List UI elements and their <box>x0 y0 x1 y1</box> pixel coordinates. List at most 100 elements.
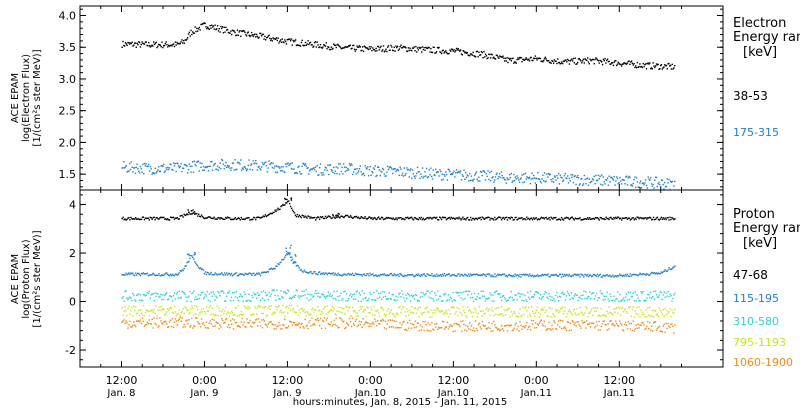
proton-series-4-point <box>237 325 240 327</box>
proton-series-1-point <box>495 276 497 278</box>
electron-series-0-point <box>661 68 664 70</box>
proton-series-3-point <box>643 313 645 316</box>
proton-series-4-point <box>368 325 370 328</box>
proton-series-0-point <box>588 218 590 220</box>
proton-series-4-point <box>206 327 209 329</box>
electron-series-1-point <box>542 180 545 182</box>
proton-series-3-point <box>467 306 469 308</box>
proton-series-3-point <box>208 306 210 309</box>
electron-series-0-point <box>160 46 162 48</box>
proton-series-3-point <box>411 312 414 314</box>
proton-series-0-point <box>277 207 279 209</box>
electron-series-1-point <box>651 185 654 187</box>
proton-series-0-point <box>514 216 516 219</box>
proton-series-4-point <box>527 328 529 331</box>
proton-series-2-point <box>226 295 228 297</box>
electron-series-1-point <box>457 171 459 173</box>
electron-series-1-point <box>524 172 527 175</box>
proton-series-3-point <box>442 313 445 316</box>
proton-series-4-point <box>148 319 150 321</box>
proton-series-0-point <box>507 217 510 219</box>
proton-series-0-point <box>162 216 164 219</box>
electron-series-1-point <box>322 171 324 174</box>
proton-series-3-point <box>148 315 150 317</box>
proton-series-1-point <box>264 271 267 274</box>
proton-series-0-point <box>608 218 610 221</box>
electron-series-0-point <box>367 48 370 51</box>
proton-series-1-spike-point <box>188 254 191 257</box>
proton-series-4-point <box>550 329 552 331</box>
proton-series-3-point <box>350 315 353 317</box>
electron-series-0-point <box>315 46 318 48</box>
electron-series-0-point <box>669 64 672 67</box>
electron-series-0-point <box>518 56 521 59</box>
proton-series-4-point <box>371 323 373 325</box>
proton-series-4-point <box>538 322 541 324</box>
electron-series-0-point <box>368 46 371 48</box>
proton-series-4-point <box>295 323 298 326</box>
proton-series-3-point <box>668 311 670 313</box>
electron-series-1-point <box>291 162 293 164</box>
electron-series-0-point <box>411 47 414 49</box>
proton-series-0-point <box>481 216 483 218</box>
electron-series-1-point <box>560 176 562 178</box>
proton-series-0-point <box>432 217 434 219</box>
proton-series-2-point <box>201 291 204 293</box>
proton-series-1-point <box>168 274 171 277</box>
proton-series-2-point <box>629 291 632 294</box>
proton-series-3-point <box>406 308 408 310</box>
proton-series-0-point <box>569 217 572 220</box>
proton-series-3-point <box>172 312 175 314</box>
electron-series-0-point <box>457 47 459 50</box>
proton-series-2-point <box>489 292 491 294</box>
proton-series-4-point <box>299 326 301 329</box>
electron-series-1-point <box>178 166 181 169</box>
proton-series-0-point <box>312 217 314 219</box>
proton-series-0-point <box>132 218 134 220</box>
electron-series-1-point <box>215 168 217 170</box>
proton-series-3-point <box>592 307 595 309</box>
proton-series-3-point <box>353 309 356 312</box>
proton-series-3-point <box>534 312 537 314</box>
proton-series-2-point <box>454 299 456 302</box>
electron-series-0-point <box>150 45 152 47</box>
electron-series-1-point <box>348 163 351 165</box>
proton-series-0-point <box>313 216 315 219</box>
proton-series-0-point <box>147 217 150 219</box>
proton-series-2-point <box>569 298 572 301</box>
proton-series-4-point <box>635 324 637 326</box>
electron-series-0-point <box>588 63 590 65</box>
electron-series-0-point <box>581 62 583 64</box>
proton-series-4-point <box>272 323 274 326</box>
proton-series-1-point <box>148 274 150 276</box>
proton-series-3-point <box>200 308 203 311</box>
electron-series-1-point <box>446 179 449 181</box>
proton-series-2-point <box>197 294 200 296</box>
electron-series-0-point <box>189 35 191 37</box>
proton-series-3-point <box>179 315 181 317</box>
proton-series-1-point <box>421 275 423 277</box>
proton-series-4-point <box>211 318 213 320</box>
electron-series-0-point <box>406 50 408 52</box>
proton-series-3-point <box>176 313 179 315</box>
electron-y-tick-label: 4.0 <box>59 10 77 23</box>
proton-series-4-point <box>545 329 547 331</box>
proton-series-0-point <box>181 214 183 217</box>
proton-series-0-point <box>470 219 473 221</box>
proton-series-4-point <box>485 327 487 330</box>
proton-series-1-point <box>246 273 248 275</box>
proton-series-4-point <box>563 326 566 328</box>
electron-series-1-point <box>127 170 129 172</box>
electron-series-0-point <box>562 60 565 62</box>
proton-series-2-point <box>556 291 558 294</box>
proton-series-4-point <box>180 320 182 322</box>
proton-series-0-point <box>133 217 135 220</box>
proton-series-0-point <box>244 218 246 221</box>
proton-series-2-point <box>305 289 307 291</box>
proton-series-2-point <box>121 297 123 299</box>
electron-series-1-point <box>377 166 380 168</box>
proton-series-1-point <box>261 271 264 273</box>
proton-series-0-point <box>272 211 274 214</box>
proton-series-2-point <box>278 298 280 300</box>
proton-series-2-point <box>330 295 332 298</box>
